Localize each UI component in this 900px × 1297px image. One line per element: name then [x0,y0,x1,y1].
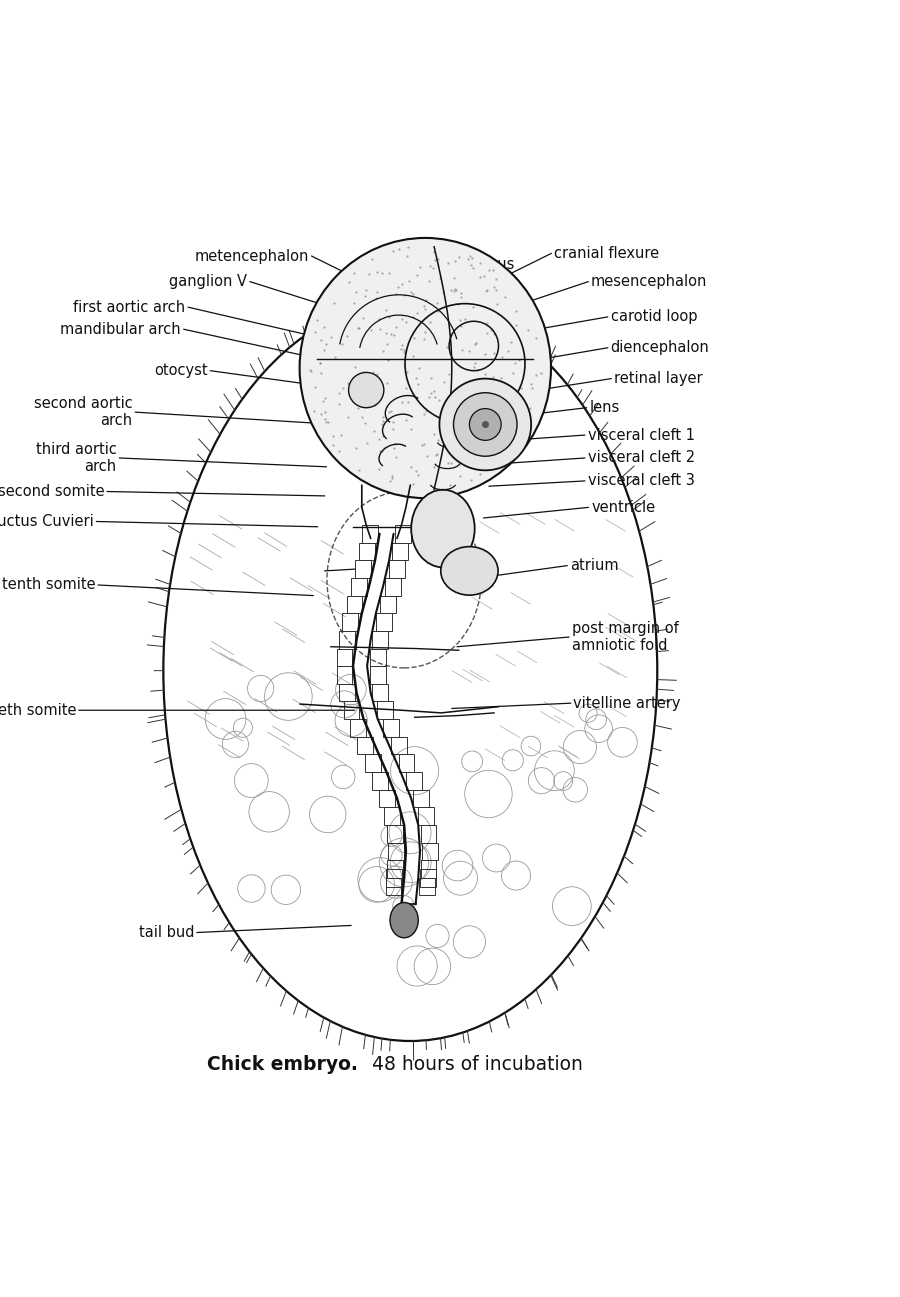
Text: third aortic
arch: third aortic arch [36,442,117,475]
Bar [377,702,393,719]
Bar [370,667,386,684]
Bar [342,613,358,630]
Bar [357,737,374,755]
Text: visceral cleft 2: visceral cleft 2 [588,450,695,466]
Text: mandibular arch: mandibular arch [60,322,181,337]
Bar [344,702,359,719]
Bar [346,595,363,613]
Bar [392,542,409,560]
Bar [420,860,436,878]
Bar [413,790,428,807]
Ellipse shape [390,903,418,938]
Bar [350,719,365,737]
Text: vitelline artery: vitelline artery [573,695,681,711]
Text: visceral cleft 3: visceral cleft 3 [588,473,695,489]
Bar [356,560,371,578]
Bar [380,595,396,613]
Bar [380,790,395,807]
Bar [399,755,414,772]
Text: lens: lens [590,401,619,415]
Bar [420,869,436,887]
Bar [362,525,378,542]
Circle shape [439,379,531,471]
Bar [385,878,401,895]
Bar [373,630,388,648]
Ellipse shape [441,546,498,595]
Bar [419,878,435,895]
Text: carotid loop: carotid loop [610,310,697,324]
Bar [370,648,386,667]
Bar [384,807,400,825]
Text: diencephalon: diencephalon [610,340,709,355]
Text: twentieth somite: twentieth somite [0,703,76,717]
Ellipse shape [411,490,474,567]
Bar [422,843,437,860]
Text: atrium: atrium [570,558,618,573]
Bar [373,684,388,702]
Text: first aortic arch: first aortic arch [73,300,185,315]
Text: tenth somite: tenth somite [2,577,95,593]
Text: post margin of
amniotic fold: post margin of amniotic fold [572,621,679,654]
Bar [339,684,355,702]
Text: Chick embryo.: Chick embryo. [206,1056,357,1074]
Bar [389,560,405,578]
Circle shape [348,372,384,407]
Bar [395,525,411,542]
Bar [337,667,353,684]
Text: metencephalon: metencephalon [194,249,309,263]
Bar [384,578,400,595]
Text: second somite: second somite [0,484,104,499]
Text: isthmus: isthmus [457,257,516,272]
Bar [383,719,399,737]
Ellipse shape [300,237,551,498]
Text: ganglion V: ganglion V [169,274,248,289]
Bar [391,737,407,755]
Circle shape [470,409,501,441]
Bar [337,648,353,667]
Bar [373,772,388,790]
Text: ductus Cuvieri: ductus Cuvieri [0,514,94,529]
Bar [376,613,392,630]
Text: ventricle: ventricle [591,499,655,515]
Text: second aortic
arch: second aortic arch [33,396,132,428]
Text: tail bud: tail bud [139,925,194,940]
Bar [406,772,422,790]
Text: retinal layer: retinal layer [614,371,703,387]
Text: cranial flexure: cranial flexure [554,246,659,261]
Text: mesencephalon: mesencephalon [591,274,707,289]
Bar [388,843,404,860]
Text: visceral cleft 1: visceral cleft 1 [588,428,695,442]
Text: 48 hours of incubation: 48 hours of incubation [366,1056,583,1074]
Text: otocyst: otocyst [154,363,207,379]
Bar [387,860,403,878]
Bar [365,755,381,772]
Bar [420,825,436,843]
Bar [359,542,374,560]
Bar [339,630,355,648]
Circle shape [454,393,517,457]
Bar [418,807,434,825]
Bar [386,869,402,887]
Bar [387,825,403,843]
Bar [351,578,367,595]
